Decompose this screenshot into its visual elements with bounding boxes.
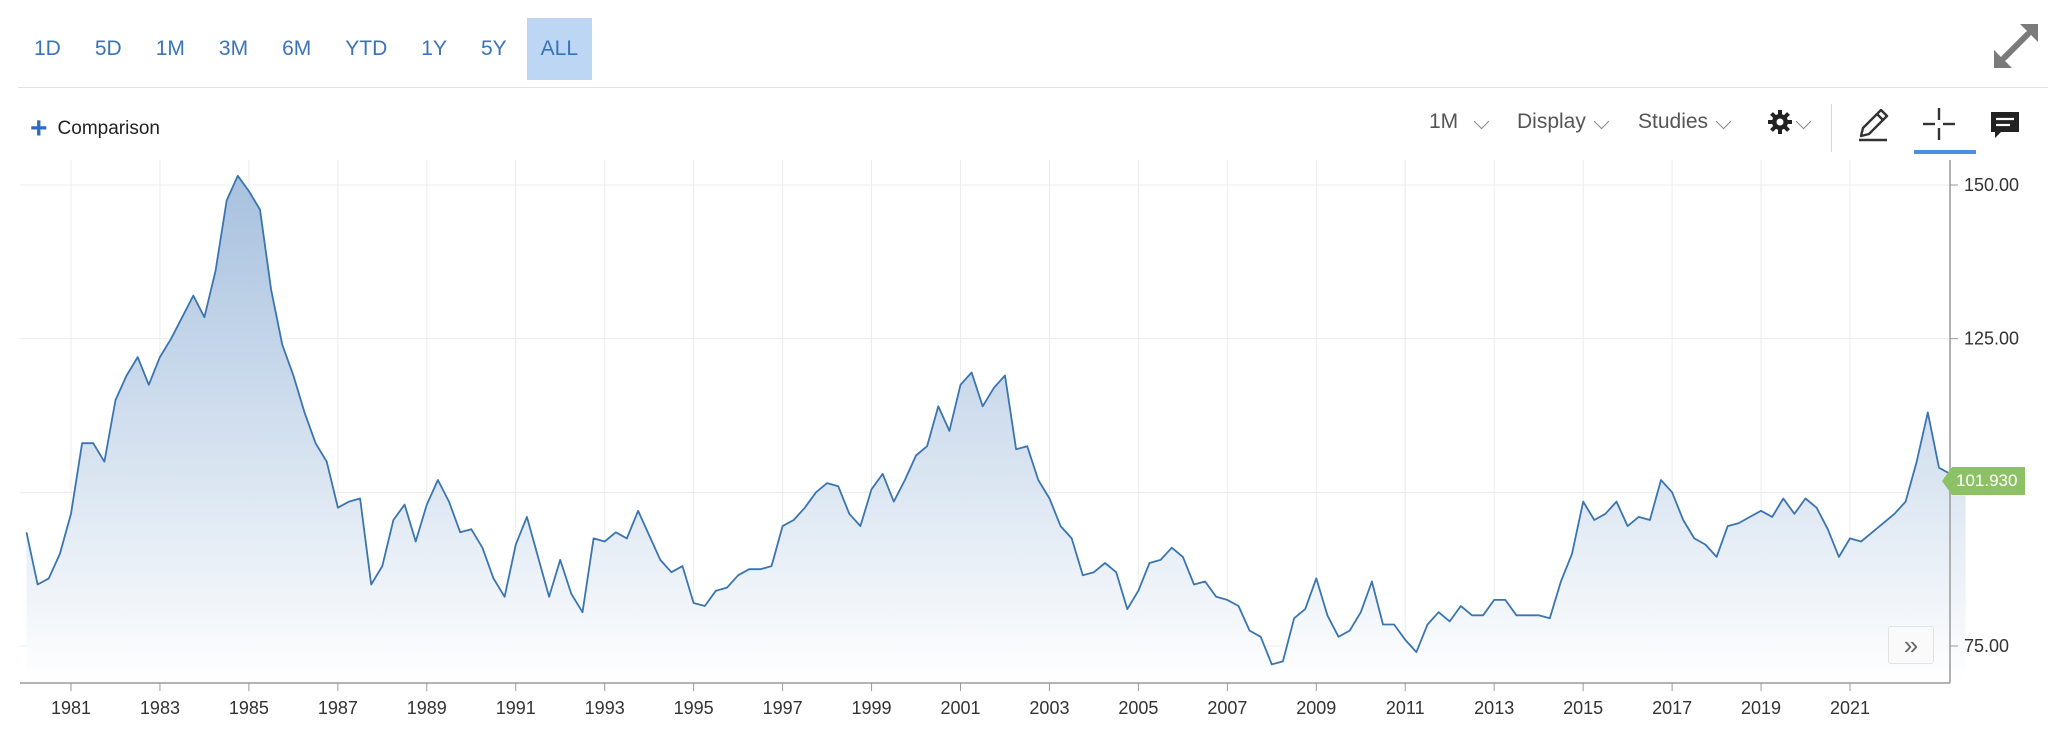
last-value-badge: 101.930 (1942, 467, 2026, 495)
series-line (25, 174, 1966, 666)
pencil-icon[interactable] (1853, 104, 1893, 144)
range-button-5d[interactable]: 5D (94, 37, 122, 60)
toolbar-separator (1831, 104, 1832, 152)
x-tick-label: 1981 (51, 698, 91, 718)
x-tick-label: 2011 (1386, 698, 1425, 718)
x-tick-label: 1995 (674, 698, 714, 718)
x-tick-label: 2013 (1474, 698, 1514, 718)
range-button-3m[interactable]: 3M (218, 37, 249, 60)
toolbar-divider (18, 87, 2048, 88)
x-tick-label: 1997 (763, 698, 803, 718)
range-selector: 1D 5D 1M 3M 6M YTD 1Y 5Y ALL (20, 18, 598, 80)
crosshair-icon[interactable] (1919, 104, 1959, 144)
comparison-button[interactable]: + Comparison (30, 114, 160, 144)
range-button-6m[interactable]: 6M (282, 37, 312, 60)
plus-icon: + (30, 112, 48, 145)
x-tick-label: 1989 (407, 698, 447, 718)
x-tick-label: 1999 (852, 698, 892, 718)
chart-axes (20, 160, 1951, 684)
display-dropdown[interactable]: Display (1517, 110, 1610, 134)
double-chevron-right-icon[interactable]: » (1888, 626, 1934, 664)
y-tick-label: 75.00 (1964, 636, 2009, 656)
x-tick-label: 1987 (318, 698, 358, 718)
x-tick-label: 1991 (496, 698, 536, 718)
y-tick-label: 125.00 (1964, 329, 2019, 349)
x-tick-label: 2009 (1296, 698, 1336, 718)
x-tick-label: 2021 (1830, 698, 1870, 718)
range-button-1d[interactable]: 1D (34, 37, 61, 60)
interval-label: 1M (1429, 110, 1459, 133)
range-button-ytd[interactable]: YTD (345, 37, 388, 60)
x-tick-label: 2007 (1207, 698, 1247, 718)
x-tick-label: 2005 (1118, 698, 1158, 718)
range-button-5y[interactable]: 5Y (480, 37, 507, 60)
comment-icon[interactable] (1985, 104, 2025, 144)
settings-dropdown[interactable] (1766, 108, 1812, 136)
studies-dropdown[interactable]: Studies (1638, 110, 1732, 134)
crosshair-active-indicator (1914, 150, 1976, 154)
x-axis-ticks: 1981 1983 1985 1987 1989 1991 1993 1995 1997 1999… (51, 683, 1870, 718)
x-tick-label: 1985 (229, 698, 269, 718)
y-tick-label: 150.00 (1964, 175, 2019, 195)
y-axis-ticks: 150.00 125.00 75.00 (1950, 175, 2019, 656)
x-tick-label: 2001 (940, 698, 980, 718)
interval-dropdown[interactable]: 1M (1429, 110, 1490, 134)
range-button-1y[interactable]: 1Y (421, 37, 447, 60)
x-tick-label: 2003 (1029, 698, 1069, 718)
range-button-all[interactable]: ALL (526, 18, 593, 80)
expand-icon[interactable] (1988, 18, 2044, 74)
x-tick-label: 2015 (1563, 698, 1603, 718)
x-tick-label: 2017 (1652, 698, 1692, 718)
studies-label: Studies (1638, 110, 1709, 133)
gear-icon (1768, 110, 1792, 134)
x-tick-label: 1993 (585, 698, 625, 718)
comparison-label: Comparison (57, 118, 160, 139)
display-label: Display (1517, 110, 1586, 133)
x-tick-label: 2019 (1741, 698, 1781, 718)
range-button-1m[interactable]: 1M (155, 37, 185, 60)
x-tick-label: 1983 (140, 698, 180, 718)
area-fill (26, 175, 1966, 684)
